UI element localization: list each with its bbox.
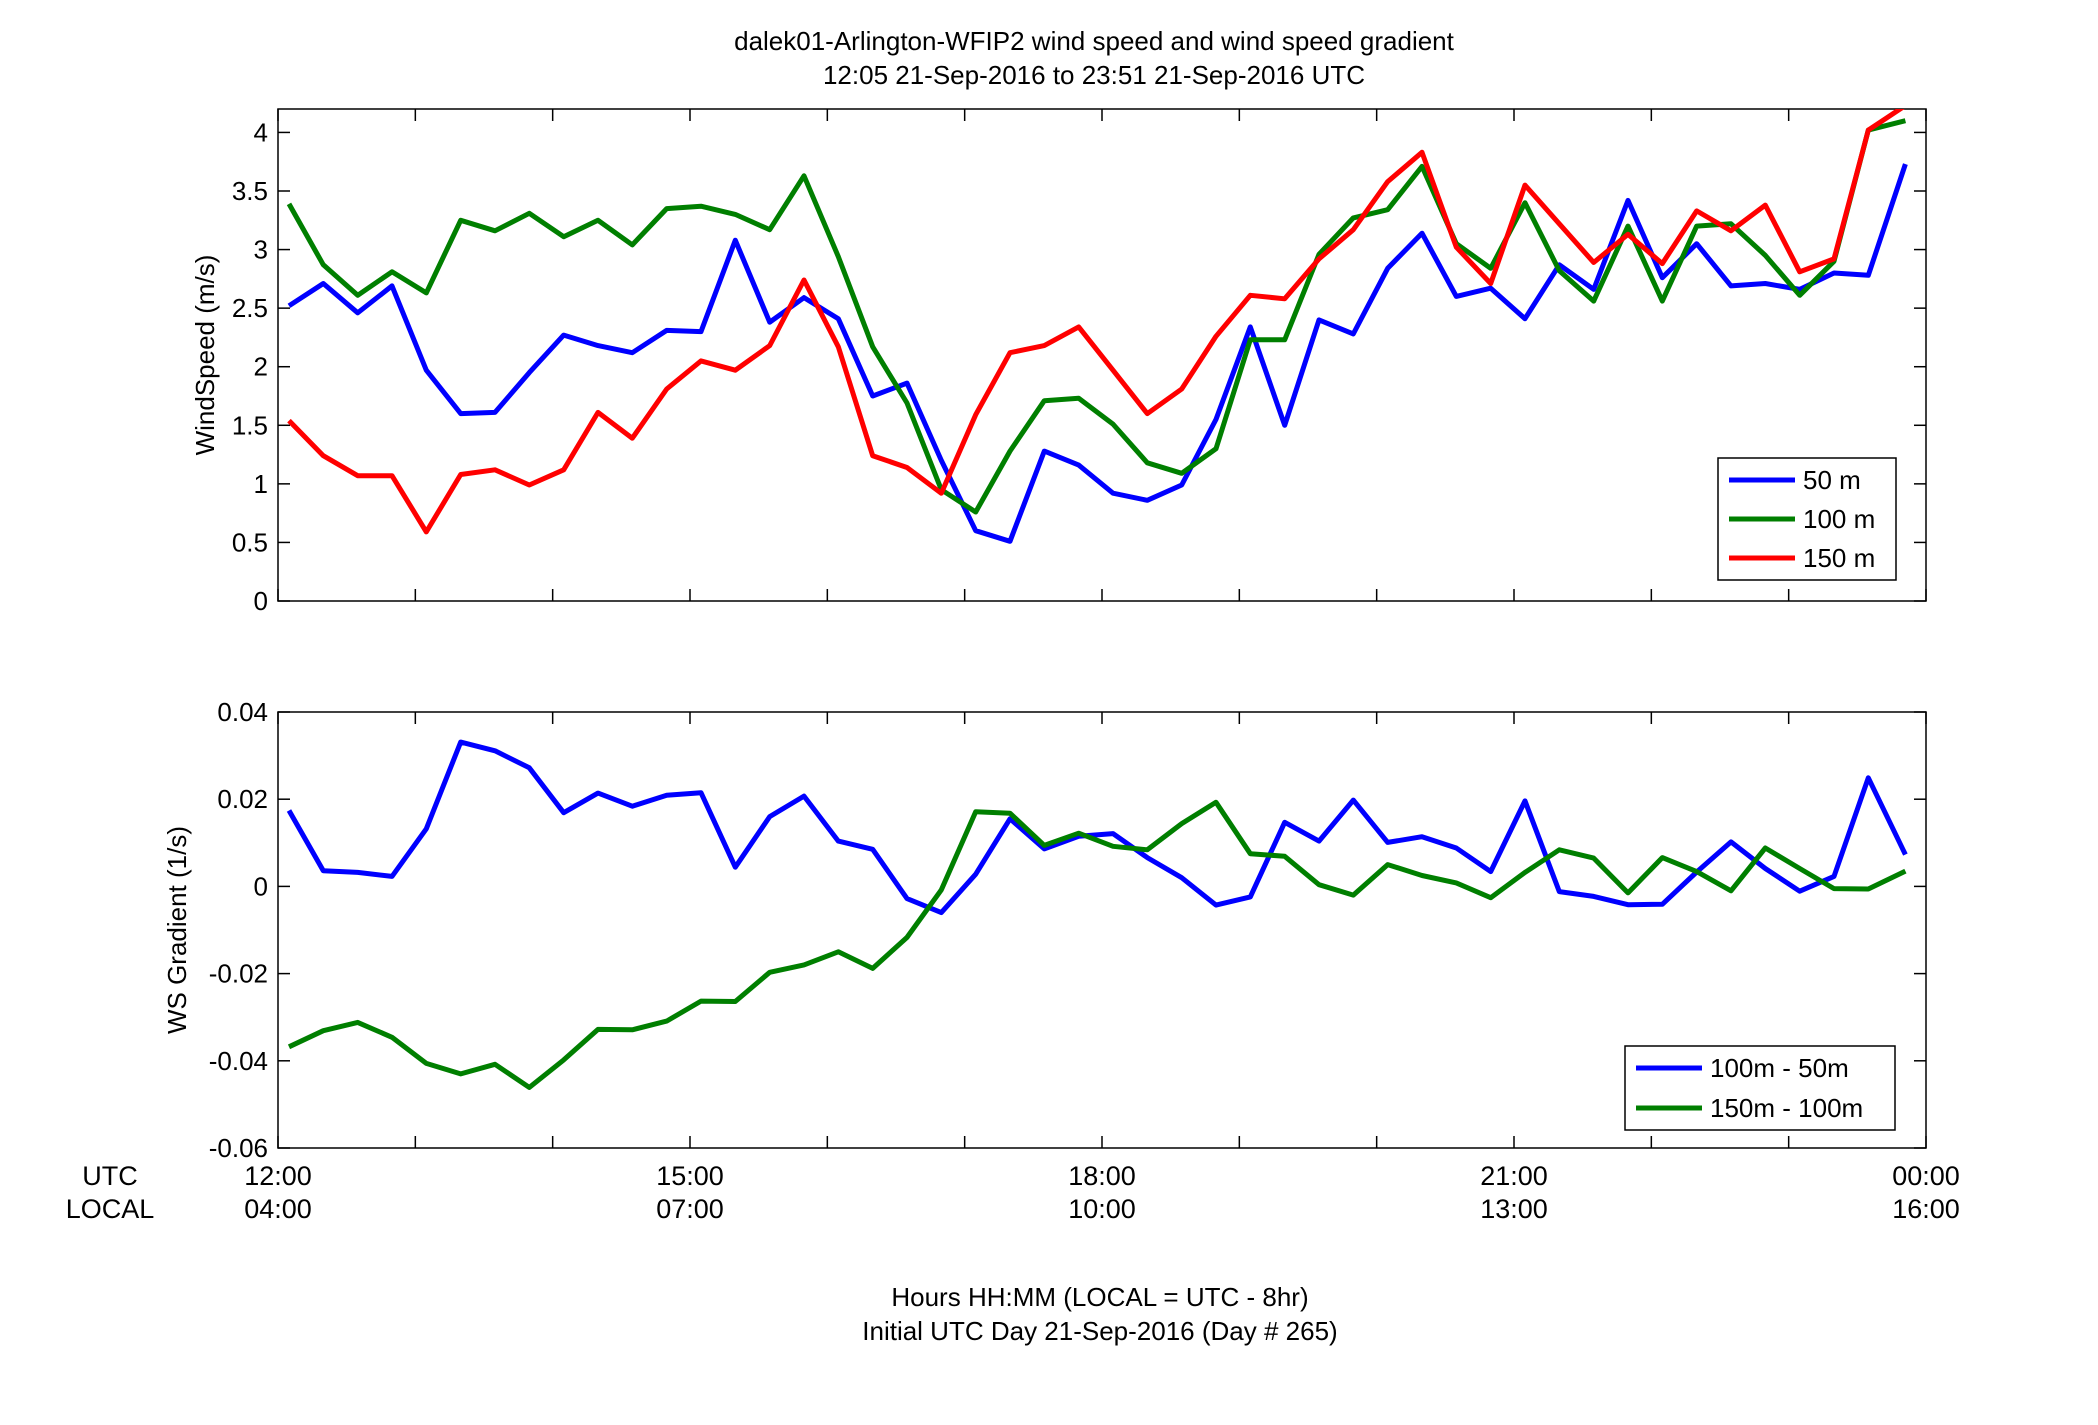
gradient-y-tick-label: 0.04	[217, 697, 268, 727]
windspeed-y-tick-label: 0.5	[232, 527, 268, 557]
windspeed-y-tick-label: 1.5	[232, 410, 268, 440]
gradient-y-axis-label: WS Gradient (1/s)	[162, 826, 192, 1034]
windspeed-y-tick-label: 2	[254, 352, 268, 382]
windspeed-y-tick-label: 2.5	[232, 293, 268, 323]
gradient-plot: -0.06 -0.04 -0.02 0 0.02 0.04 WS Gradient (1/…	[162, 697, 1927, 1163]
windspeed-series-line-3	[287, 109, 1905, 535]
gradient-y-tick-label: -0.06	[209, 1133, 268, 1163]
x-tick-label-local: 04:00	[244, 1194, 312, 1224]
legend-label-100m-50m: 100m - 50m	[1710, 1053, 1849, 1083]
chart-title-line2: 12:05 21-Sep-2016 to 23:51 21-Sep-2016 U…	[823, 60, 1365, 90]
windspeed-plot: 0 0.5 1 1.5 2 2.5 3 3.5 4 WindSpeed (m/s) 50 m 1…	[190, 108, 1927, 616]
x-tick-label-utc: 00:00	[1892, 1161, 1960, 1191]
windspeed-y-tick-label: 0	[254, 586, 268, 616]
gradient-legend: 100m - 50m 150m - 100m	[1624, 1045, 1896, 1131]
x-tick-label-utc: 21:00	[1480, 1161, 1548, 1191]
windspeed-legend: 50 m 100 m 150 m	[1717, 457, 1897, 581]
gradient-y-tick-label: 0	[254, 871, 268, 901]
x-axis-label-line2: Initial UTC Day 21-Sep-2016 (Day # 265)	[862, 1316, 1337, 1346]
local-row-label: LOCAL	[66, 1194, 155, 1224]
gradient-y-tick-label: -0.04	[209, 1046, 268, 1076]
gradient-series-line-2	[287, 799, 1907, 1090]
windspeed-series-line-1	[287, 163, 1908, 544]
legend-label-50m: 50 m	[1803, 465, 1861, 495]
legend-label-150m-100m: 150m - 100m	[1710, 1093, 1863, 1123]
legend-label-100m: 100 m	[1803, 504, 1875, 534]
gradient-y-tick-label: 0.02	[217, 784, 268, 814]
utc-row-label: UTC	[82, 1161, 138, 1191]
gradient-legend-box	[1624, 1045, 1896, 1131]
x-tick-label-local: 13:00	[1480, 1194, 1548, 1224]
x-tick-label-local: 10:00	[1068, 1194, 1136, 1224]
legend-label-150m: 150 m	[1803, 543, 1875, 573]
windspeed-y-tick-label: 3	[254, 235, 268, 265]
chart-title-line1: dalek01-Arlington-WFIP2 wind speed and w…	[734, 26, 1455, 56]
windspeed-y-tick-label: 3.5	[232, 176, 268, 206]
x-tick-label-local: 16:00	[1892, 1194, 1960, 1224]
x-axis-label-line1: Hours HH:MM (LOCAL = UTC - 8hr)	[891, 1282, 1308, 1312]
x-tick-label-local: 07:00	[656, 1194, 724, 1224]
gradient-series-line-1	[286, 739, 1908, 916]
windspeed-y-tick-label: 4	[254, 117, 268, 147]
windspeed-y-tick-label: 1	[254, 469, 268, 499]
x-tick-label-utc: 18:00	[1068, 1161, 1136, 1191]
windspeed-y-axis-label: WindSpeed (m/s)	[190, 255, 220, 456]
x-tick-label-utc: 12:00	[244, 1161, 312, 1191]
gradient-y-tick-label: -0.02	[209, 959, 268, 989]
x-tick-label-utc: 15:00	[656, 1161, 724, 1191]
